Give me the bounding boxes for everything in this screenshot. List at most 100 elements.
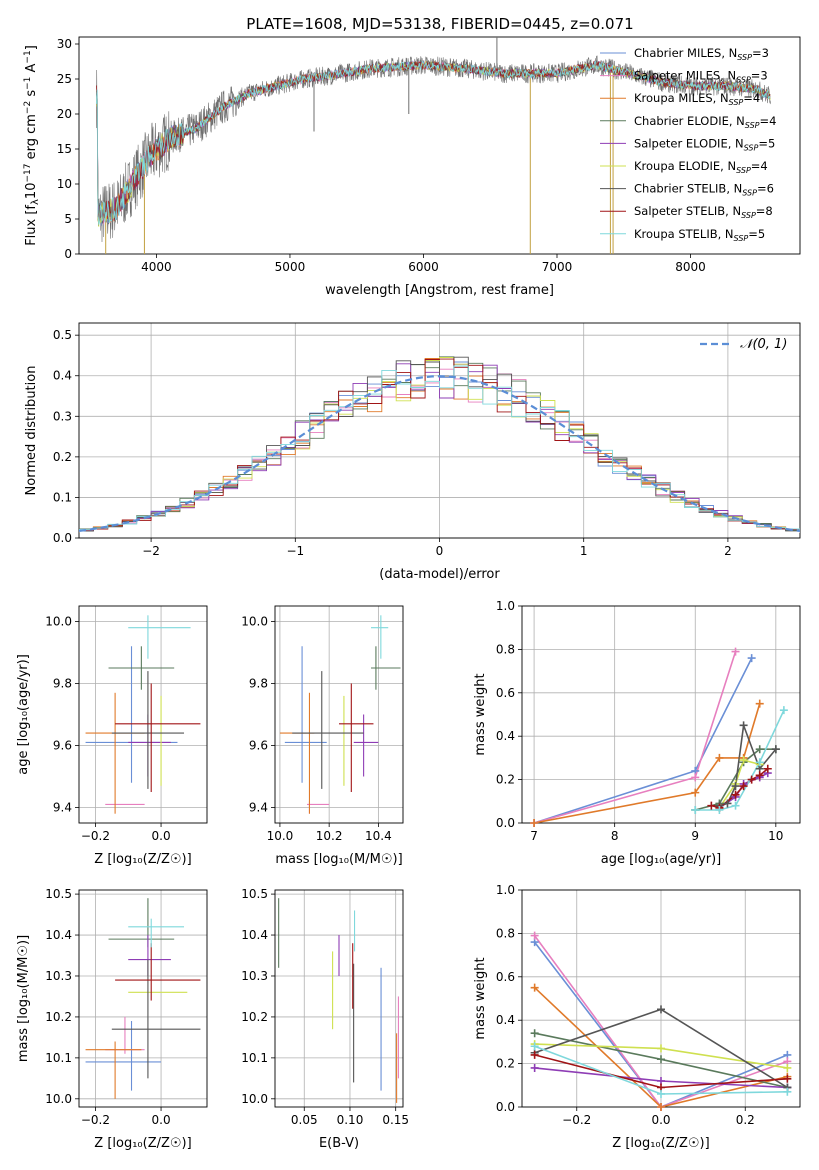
x-tick-label: 8000 (675, 260, 706, 274)
point-salpeter-stelib (747, 775, 756, 784)
x-tick-label: 8 (611, 829, 619, 843)
y-tick-label: 9.6 (53, 739, 72, 753)
legend-label: Kroupa STELIB, N (634, 227, 734, 241)
spectrum-x-axis-label: wavelength [Angstrom, rest frame] (325, 283, 554, 298)
mass_vs_ebv-plot-area (278, 898, 399, 1103)
point-chabrier-elodie (657, 1055, 665, 1064)
x-tick-label: 10.4 (365, 829, 392, 843)
legend-subscript: SSP (729, 98, 744, 107)
y-tick-label: 10.1 (45, 1051, 72, 1065)
x-tick-label: 0.0 (152, 1113, 171, 1127)
y-tick-label: 0.4 (53, 369, 72, 383)
point-chabrier-miles (747, 654, 756, 663)
y-tick-label: 0.2 (496, 773, 515, 787)
age-vs-metallicity-panel: −0.2 0.0 9.4 9.6 9.8 10.0 Z [log₁₀(Z/Z☉)] age [… (16, 605, 208, 867)
spectrum-frame (78, 36, 801, 255)
point-kroupa-miles (530, 819, 539, 827)
y-tick-label: 10.0 (241, 615, 268, 629)
age_vs_Z-y-axis-label: age [log₁₀(age/yr)] (16, 654, 31, 775)
point-kroupa-stelib (755, 758, 764, 767)
point-salpeter-stelib (530, 1050, 539, 1059)
point-kroupa-miles (755, 699, 764, 708)
weight_vs_Z-y-axis-label: mass weight (473, 957, 488, 1039)
point-chabrier-elodie (530, 1029, 539, 1038)
y-tick-label: 0.1 (53, 490, 72, 504)
series-line-kroupa-miles (534, 987, 788, 1107)
x-tick-label: 0 (436, 544, 444, 558)
legend-value: =6 (757, 182, 774, 196)
legend-label: Salpeter ELODIE, N (634, 136, 744, 150)
series-line-kroupa-miles (533, 703, 761, 823)
y-tick-label: 10.3 (45, 969, 72, 983)
legend-value: =3 (751, 69, 768, 83)
point-kroupa-stelib (530, 1042, 539, 1051)
legend-item-chabrier-miles: Chabrier MILES, NSSP=3 (634, 46, 769, 62)
x-tick-label: 7000 (542, 260, 573, 274)
series-line-chabrier-miles (533, 941, 788, 1107)
mass_vs_ebv-grid (275, 890, 403, 1107)
point-kroupa-stelib (715, 805, 724, 814)
x-tick-label: −0.2 (81, 829, 110, 843)
y-tick-label: 10.5 (241, 887, 268, 901)
y-tick-label: 10.3 (241, 969, 268, 983)
x-tick-label: 0.15 (382, 1113, 409, 1127)
y-tick-label: 0.2 (496, 1057, 515, 1071)
legend-item-kroupa-miles: Kroupa MILES, NSSP=4 (634, 91, 760, 107)
point-kroupa-elodie (783, 1063, 792, 1072)
y-tick-label: 0.8 (496, 926, 515, 940)
residuals-plot-area (79, 356, 800, 533)
weight_vs_age-plot-area (533, 651, 785, 823)
legend-value: =4 (760, 114, 777, 128)
y-label-part: −1 (23, 50, 33, 63)
x-tick-label: 0.2 (736, 1113, 755, 1127)
legend-label: Salpeter STELIB, N (634, 204, 741, 218)
y-tick-label: 9.4 (249, 801, 268, 815)
point-salpeter-stelib (783, 1074, 792, 1083)
x-tick-label: 0.10 (337, 1113, 364, 1127)
y-tick-label: 0.4 (496, 729, 515, 743)
x-tick-label: 9 (691, 829, 699, 843)
y-tick-label: 15 (57, 142, 72, 156)
age_vs_mass-x-axis-label: mass [log₁₀(M/M☉)] (275, 852, 402, 867)
y-tick-label: 10.0 (241, 1092, 268, 1106)
legend-item-chabrier-elodie: Chabrier ELODIE, NSSP=4 (634, 114, 776, 130)
y-tick-label: 10.2 (241, 1010, 268, 1024)
y-tick-label: 0.5 (53, 328, 72, 342)
x-tick-label: 4000 (141, 260, 172, 274)
y-tick-label: 0 (64, 247, 72, 261)
y-tick-label: 10 (57, 177, 72, 191)
y-tick-label: 0.4 (496, 1013, 515, 1027)
weight_vs_age-x-axis-label: age [log₁₀(age/yr)] (601, 852, 722, 867)
legend-subscript: SSP (741, 211, 756, 220)
residuals-y-axis-label: Normed distribution (24, 366, 39, 496)
x-tick-label: −1 (286, 544, 304, 558)
legend-item-salpeter-stelib: Salpeter STELIB, NSSP=8 (634, 204, 773, 220)
y-tick-label: 0.0 (496, 816, 515, 830)
legend-value: =4 (743, 91, 760, 105)
y-tick-label: 10.2 (45, 1010, 72, 1024)
model-line-chabrier-stelib (96, 60, 771, 224)
series-line-chabrier-miles (533, 657, 753, 823)
legend-label: Chabrier MILES, N (634, 46, 737, 60)
point-kroupa-stelib (691, 805, 700, 814)
legend-value: =4 (751, 159, 768, 173)
point-salpeter-miles (691, 773, 700, 782)
y-label-part: −17 (23, 164, 33, 183)
x-tick-label: 0.0 (152, 829, 171, 843)
legend-subscript: SSP (734, 234, 749, 243)
x-tick-label: 0.05 (291, 1113, 318, 1127)
figure-title: PLATE=1608, MJD=53138, FIBERID=0445, z=0… (246, 15, 633, 33)
y-tick-label: 0.0 (53, 531, 72, 545)
weight_vs_age-grid (522, 605, 800, 824)
residuals-frame (78, 322, 801, 539)
y-tick-label: 1.0 (496, 883, 515, 897)
legend-label: Salpeter MILES, N (634, 69, 736, 83)
age_vs_mass-frame (274, 605, 404, 824)
mass_vs_Z-grid (79, 890, 207, 1107)
point-salpeter-elodie (530, 1063, 539, 1072)
point-salpeter-stelib (763, 764, 772, 773)
mass_vs_Z-frame (78, 889, 208, 1108)
y-tick-label: 10.4 (241, 928, 268, 942)
model-line-kroupa-stelib (96, 60, 771, 225)
y-tick-label: 10.4 (45, 928, 72, 942)
